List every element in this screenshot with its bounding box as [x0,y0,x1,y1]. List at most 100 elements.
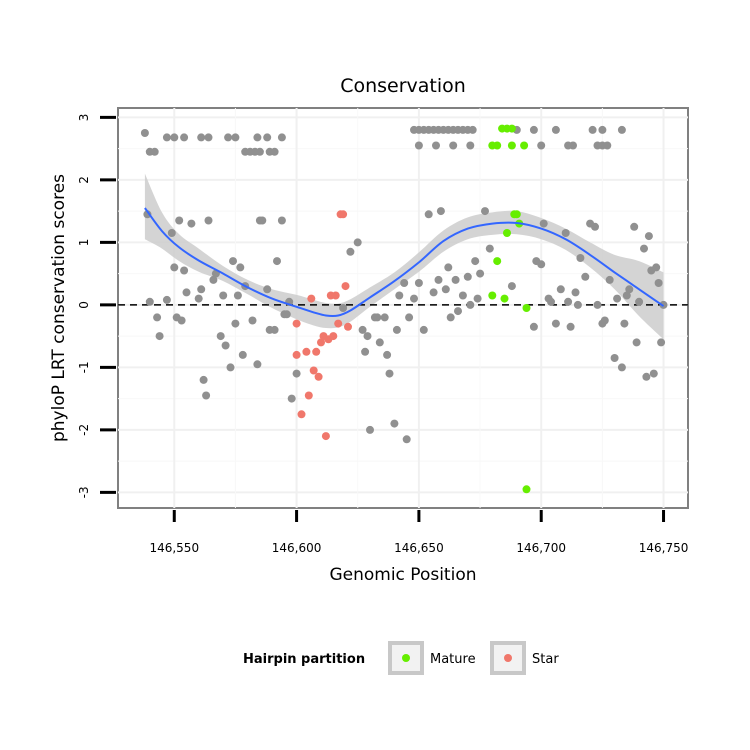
legend-item-star: Star [490,641,559,675]
legend-label-star: Star [532,652,559,667]
point-other [255,147,264,156]
point-star [307,294,316,303]
point-other [187,219,196,228]
point-other [571,288,580,297]
point-other [649,369,658,378]
point-other [229,257,237,266]
point-other [373,313,382,322]
point-other [170,263,179,272]
point-other [155,332,164,341]
point-other [468,125,477,134]
point-other [402,435,411,444]
point-other [539,219,548,228]
point-other [194,294,203,303]
point-other [617,363,626,372]
legend-key-box [388,641,424,675]
legend-key-box [490,641,526,675]
series-star [292,210,352,441]
point-mature [503,229,511,237]
point-other [598,125,607,134]
point-other [385,369,394,378]
legend-title: Hairpin partition [243,652,365,667]
y-tick-label: -3 [77,486,91,498]
point-other [654,279,663,287]
point-other [287,394,296,403]
point-other [358,325,367,334]
point-other [182,288,191,297]
point-mature [520,141,529,150]
point-other [603,141,612,150]
point-other [375,338,384,347]
point-other [366,425,374,434]
point-other [600,316,609,325]
point-mature [488,291,497,300]
point-other [383,350,392,359]
x-tick-label: 146,650 [394,541,444,555]
point-star [339,210,348,219]
point-other [143,210,152,219]
point-star [292,319,301,328]
smooth-trend-line [144,207,665,317]
point-other [591,222,599,231]
point-other [273,257,281,266]
point-other [209,275,218,284]
point-other [481,207,489,216]
point-other [635,297,644,306]
point-other [248,316,257,325]
point-other [140,129,149,137]
point-other [640,244,648,253]
point-other [644,232,653,241]
point-other [566,322,575,331]
x-tick-label: 146,750 [639,541,689,555]
point-other [270,147,279,156]
point-other [454,307,462,316]
legend-key-star [504,654,512,662]
point-other [630,222,639,231]
point-other [346,247,355,256]
point-other [410,294,418,303]
point-star [321,432,330,441]
point-other [564,297,573,306]
point-other [507,282,516,291]
point-mature [507,124,516,133]
point-other [145,297,154,306]
point-other [231,319,240,328]
point-other [361,347,370,356]
point-other [339,304,348,312]
point-other [162,133,171,142]
point-other [204,216,213,225]
point-other [400,279,409,287]
point-other [167,229,176,237]
smooth-line [144,207,665,317]
point-other [270,325,279,334]
point-mature [522,304,531,312]
y-tick-label: -2 [77,424,91,436]
point-other [610,354,619,362]
point-star [334,319,343,328]
point-other [466,300,475,309]
plot-panel [117,107,689,509]
point-other [446,313,455,322]
point-other [380,313,389,322]
point-other [221,341,230,350]
x-axis: 146,550 146,600 146,650 146,700 146,750 [149,510,688,555]
point-other [466,141,475,150]
point-mature [522,485,531,494]
point-other [642,372,651,381]
x-tick-label: 146,700 [516,541,566,555]
point-other [263,285,272,294]
point-other [204,133,213,142]
point-other [253,360,262,369]
point-other [529,322,538,331]
point-star [314,372,323,381]
point-other [424,210,433,219]
legend-item-mature: Mature [388,641,476,675]
y-tick-label: -1 [77,361,91,373]
point-other [573,300,582,309]
confidence-band-area [144,173,664,340]
point-other [617,125,626,134]
y-axis-title: phyloP LRT conservation scores [49,174,69,442]
x-tick-label: 146,600 [272,541,322,555]
point-other [162,295,171,304]
point-other [405,313,414,322]
